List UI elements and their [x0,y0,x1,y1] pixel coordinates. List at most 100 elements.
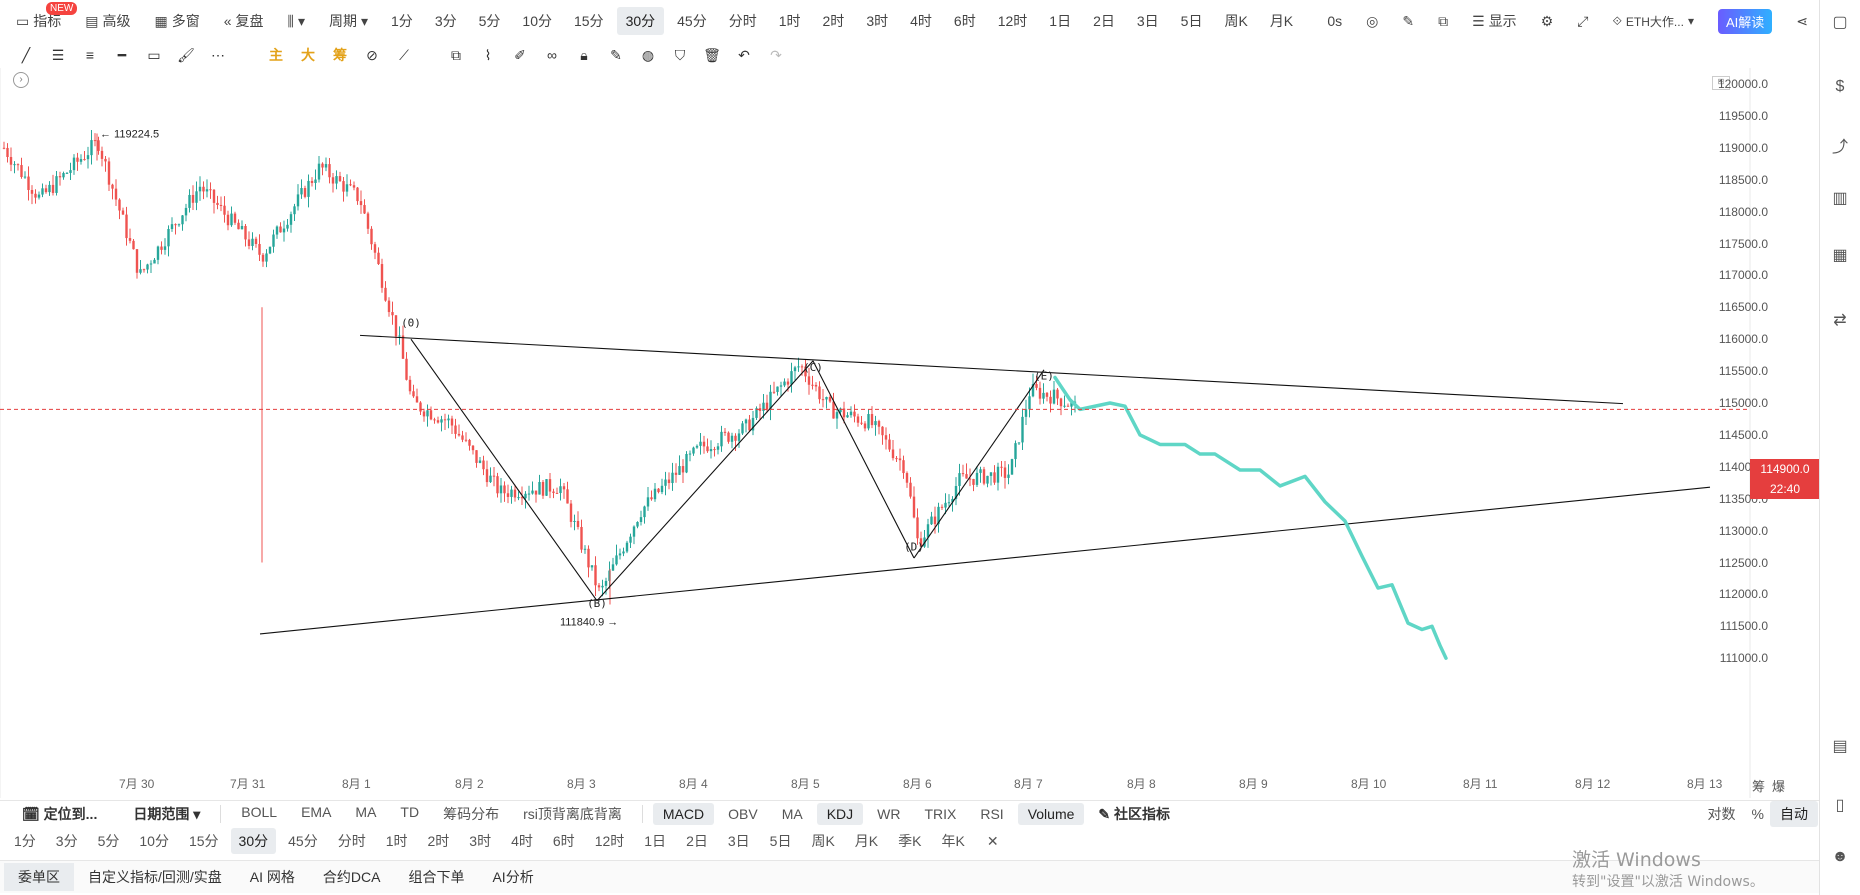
trend-line[interactable] [410,338,598,602]
date-range-button[interactable]: 日期范围 ▾ [133,806,201,822]
trash-icon[interactable]: 🗑︎ [703,46,721,63]
main-indicator-0[interactable]: BOLL [241,804,278,820]
tf-bottom-13[interactable]: 12时 [594,833,625,849]
tf-bottom-20[interactable]: 季K [898,833,922,849]
tf-bottom-18[interactable]: 周K [811,833,835,849]
trend-line[interactable] [596,360,814,602]
tf-bottom-4[interactable]: 15分 [188,833,219,849]
exchange-icon[interactable]: ⇄ [1833,312,1847,329]
tf-top-5[interactable]: 30分 [616,7,665,35]
display-button[interactable]: ☰ 显示 [1472,12,1517,30]
sub-indicator-0[interactable]: MACD [652,803,715,825]
tf-top-1[interactable]: 3分 [434,13,457,29]
chip-icon[interactable]: 筹 [333,47,347,63]
sub-indicator-4[interactable]: WR [877,806,901,822]
undo-icon[interactable]: ↶ [738,46,750,63]
bottom-tab-3[interactable]: 合约DCA [322,869,381,885]
bottom-tab-1[interactable]: 自定义指标/回测/实盘 [88,869,222,885]
link-icon[interactable]: ∞ [547,47,557,63]
axis-corner-chip[interactable]: 筹 [1752,779,1766,794]
trend-line[interactable] [259,486,1711,635]
copy-icon[interactable]: ⧉ [451,46,461,63]
tf-top-3[interactable]: 10分 [522,13,552,29]
trend-line-icon[interactable]: ╱ [21,46,31,63]
trend-chart-icon[interactable]: ⤴ [1831,139,1848,156]
tf-bottom-7[interactable]: 分时 [337,833,366,849]
chart-type-button[interactable]: ⫼ ▾ [278,9,315,34]
ai-interpret-button[interactable]: AI解读 [1708,5,1782,38]
window-icon[interactable]: ▢ [1832,14,1848,31]
tf-bottom-14[interactable]: 1日 [644,833,667,849]
tf-bottom-1[interactable]: 3分 [55,833,78,849]
bottom-tab-5[interactable]: AI分析 [492,869,534,885]
close-icon[interactable]: ✕ [986,832,999,849]
scale-toggle-icon[interactable]: ⊞ [1712,76,1730,90]
pencil-icon[interactable]: ✐ [514,46,526,63]
sub-indicator-3[interactable]: KDJ [816,803,864,825]
percent-scale-toggle[interactable]: % [1751,806,1764,822]
tf-bottom-6[interactable]: 45分 [288,833,318,849]
tf-top-11[interactable]: 4时 [910,13,932,29]
trend-line[interactable] [359,334,1624,405]
main-indicator-5[interactable]: rsi顶背离底背离 [523,806,622,822]
robot-icon[interactable]: ☻ [1831,848,1849,865]
indicator-button[interactable]: ▭ 指标 NEW [6,2,78,35]
tf-top-16[interactable]: 3日 [1136,13,1159,29]
trend-line[interactable] [812,360,915,559]
magnet-icon[interactable]: ⊘ [366,46,378,63]
tf-top-4[interactable]: 15分 [573,13,604,29]
tf-top-6[interactable]: 45分 [677,13,707,29]
tf-bottom-19[interactable]: 月K [854,833,879,849]
parallel-channel-icon[interactable]: ≡ [85,47,95,63]
rectangle-icon[interactable]: ▭ [147,46,161,63]
share-box-icon[interactable]: ⧉ [1438,12,1449,29]
layout-icon[interactable]: ▤ [1832,738,1848,755]
share-icon[interactable]: ⋖ [1796,12,1808,29]
axis-corner-burst[interactable]: 爆 [1772,779,1786,794]
bottom-tab-4[interactable]: 组合下单 [408,869,465,885]
tf-bottom-15[interactable]: 2日 [686,833,708,849]
tf-bottom-11[interactable]: 4时 [511,833,533,849]
tf-bottom-17[interactable]: 5日 [769,833,792,849]
trend-line[interactable] [913,369,1045,559]
main-indicator-2[interactable]: MA [355,804,377,820]
tf-bottom-16[interactable]: 3日 [727,833,750,849]
tf-top-12[interactable]: 6时 [953,13,976,29]
tf-top-13[interactable]: 12时 [997,13,1028,29]
more-icon[interactable]: ⋯ [211,46,225,63]
tf-bottom-5[interactable]: 30分 [230,828,277,854]
tf-bottom-12[interactable]: 6时 [552,833,575,849]
tf-top-14[interactable]: 1日 [1049,13,1072,29]
sub-indicator-2[interactable]: MA [781,806,803,822]
dollar-icon[interactable]: $ [1835,78,1845,95]
symbol-selector[interactable]: ⟐ ETH大作... ▾ [1612,13,1694,29]
settings-icon[interactable]: ⚙ [1540,12,1554,29]
camera-icon[interactable]: ◎ [1366,12,1379,29]
tf-bottom-3[interactable]: 10分 [139,833,169,849]
redo-icon[interactable]: ↷ [770,46,782,63]
tf-top-8[interactable]: 1时 [778,13,801,29]
big-order-icon[interactable]: 大 [301,47,315,63]
tf-top-17[interactable]: 5日 [1180,13,1203,29]
main-force-icon[interactable]: 主 [269,47,283,63]
bottom-tab-2[interactable]: AI 网格 [249,869,295,885]
tf-bottom-21[interactable]: 年K [941,833,965,849]
tf-top-0[interactable]: 1分 [391,13,413,29]
sub-indicator-6[interactable]: RSI [980,806,1004,822]
bottom-tab-0[interactable]: 委单区 [4,863,74,891]
auto-scale-toggle[interactable]: 自动 [1770,801,1818,827]
advanced-button[interactable]: ▤ 高级 [85,12,131,30]
tf-top-10[interactable]: 3时 [866,13,889,29]
main-indicator-3[interactable]: TD [400,804,420,820]
lock-icon[interactable]: 🔒︎ [580,46,588,63]
collapse-arrow-icon[interactable]: › [13,72,29,88]
sub-indicator-5[interactable]: TRIX [924,806,957,822]
multi-window-button[interactable]: ▦ 多窗 [154,12,200,30]
tf-top-19[interactable]: 月K [1269,13,1294,29]
fullscreen-icon[interactable]: ⤢ [1577,12,1589,29]
brush-icon[interactable]: 🖌 [177,46,195,63]
filter-icon[interactable]: ⛉ [674,46,686,63]
price-chart[interactable]: (0) (B) (C) (D) (E) ← 119224.5 111840.9 → [0,68,1820,798]
fib-icon[interactable]: ☰ [51,46,65,63]
measure-icon[interactable]: ⟋ [399,46,409,63]
